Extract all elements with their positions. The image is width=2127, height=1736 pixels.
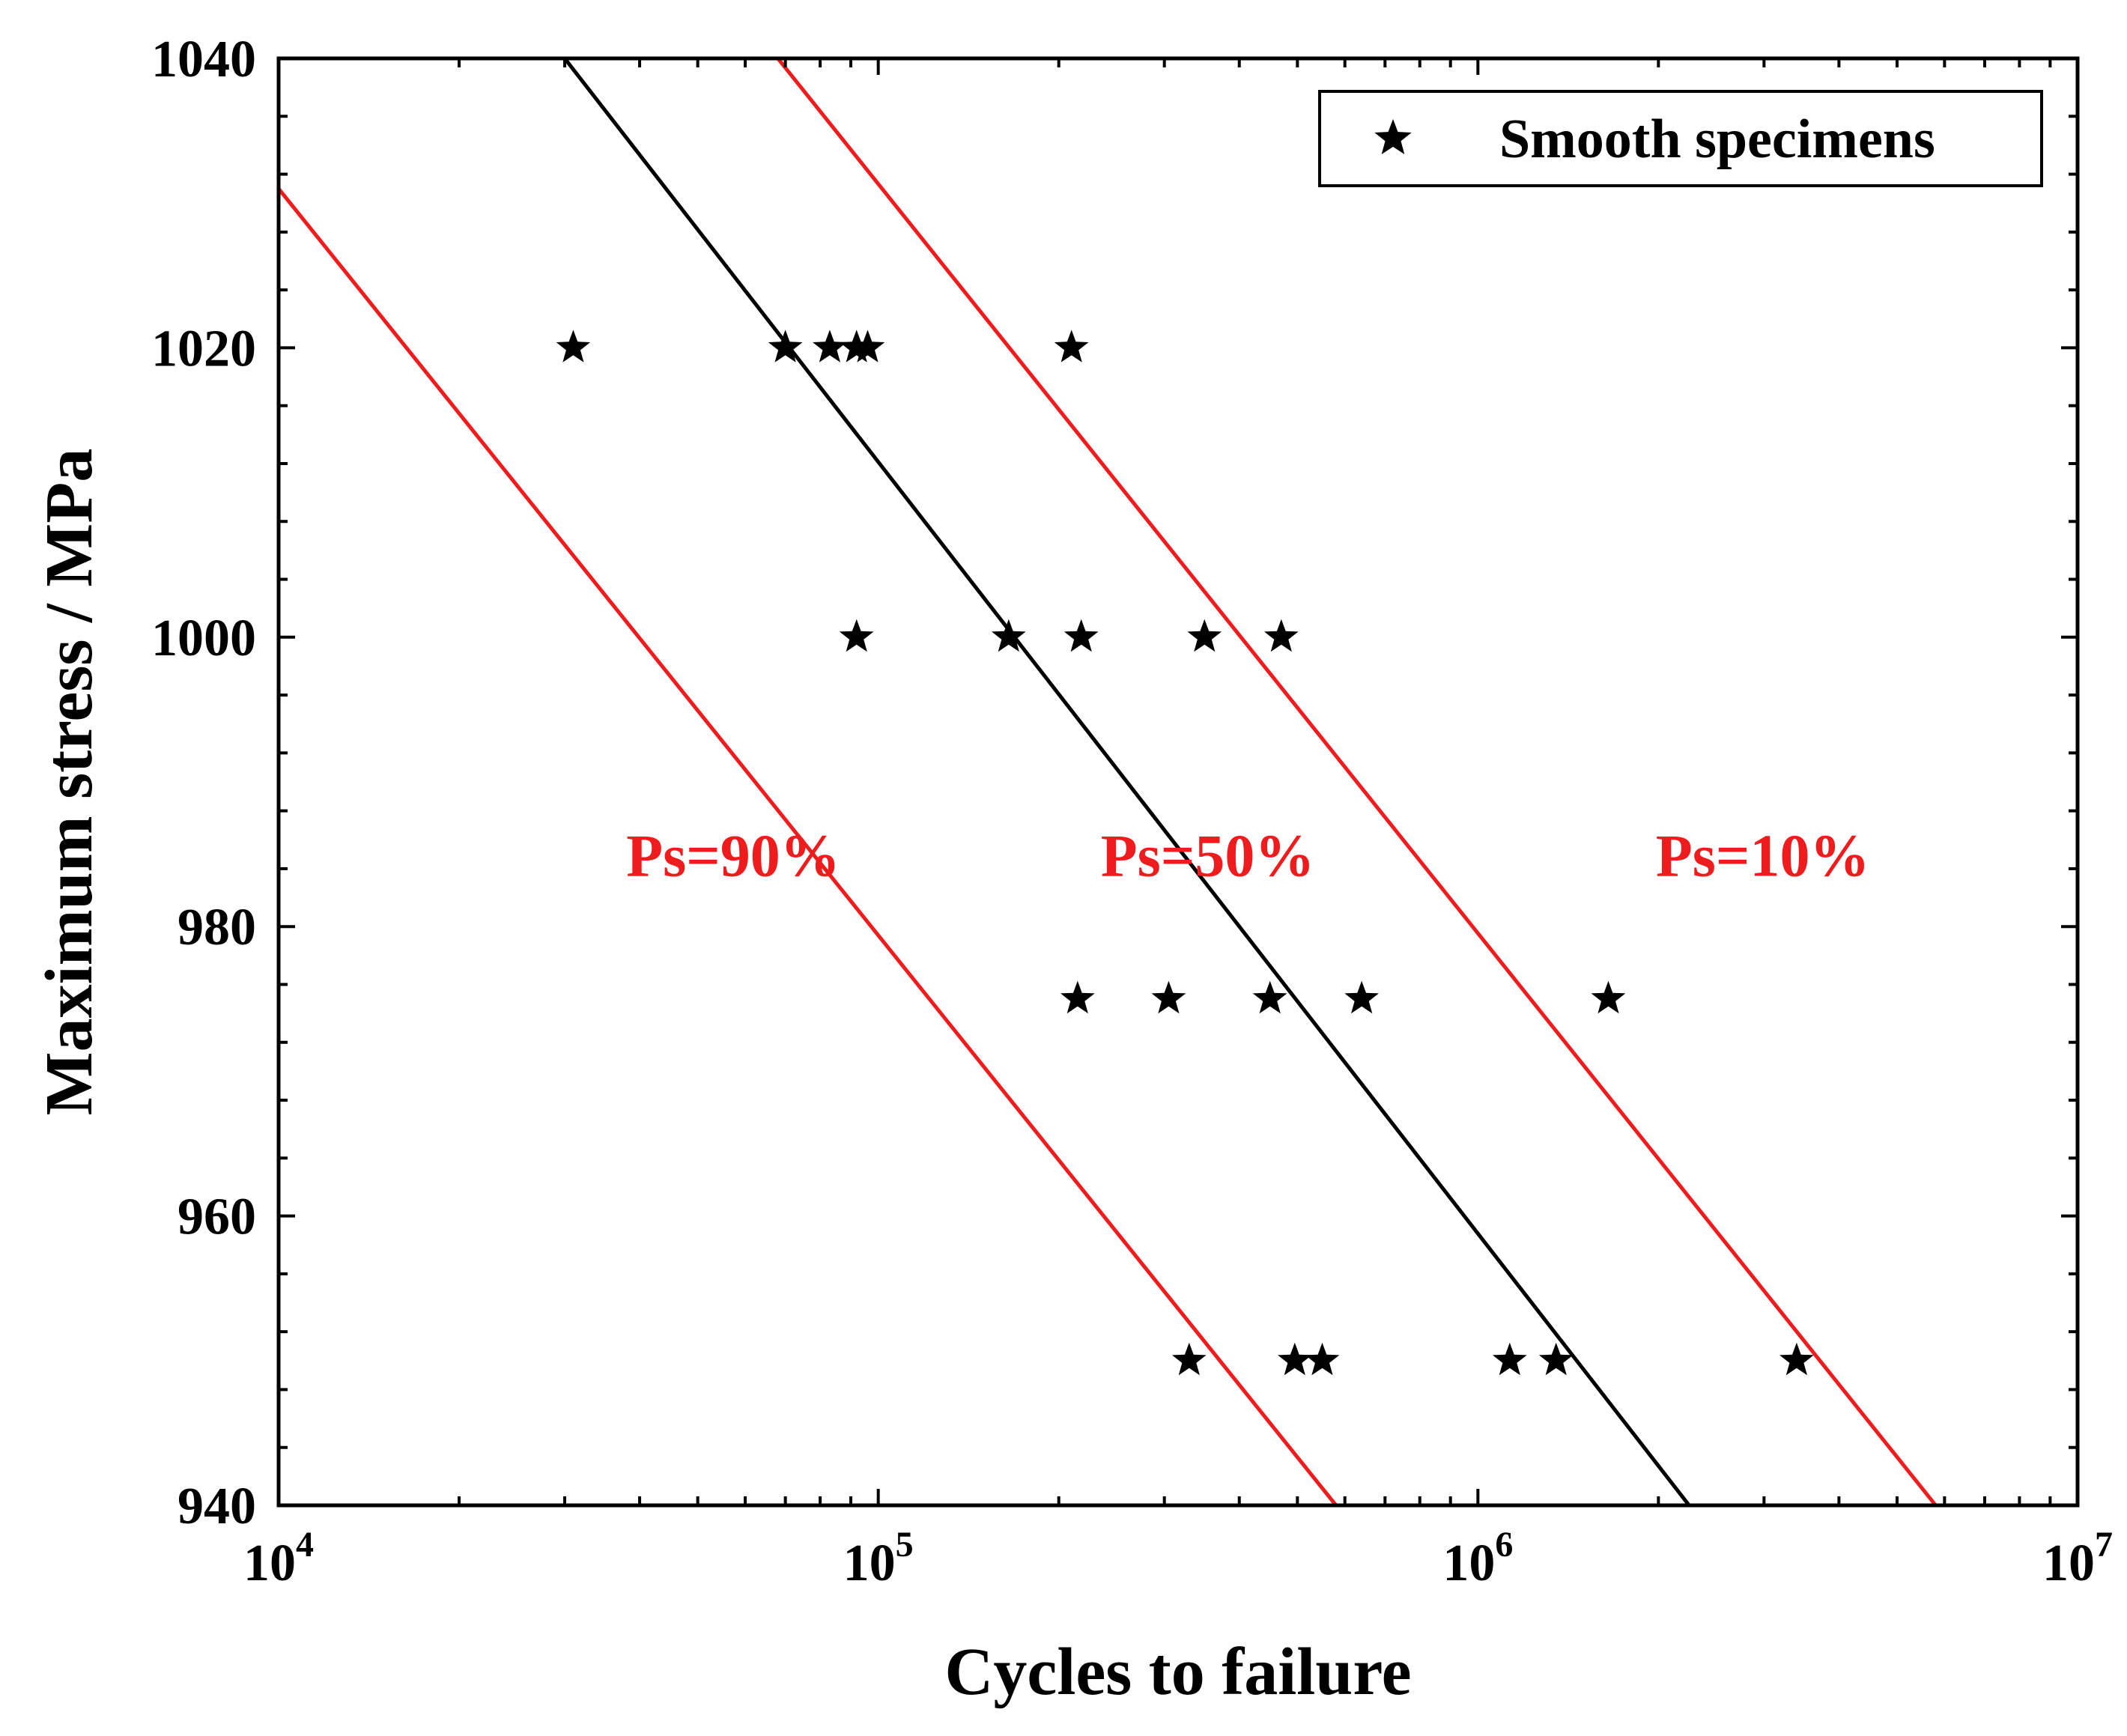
legend: Smooth specimens (1318, 90, 2043, 187)
data-point-star (839, 619, 874, 652)
y-tick-label: 960 (177, 1189, 256, 1246)
legend-label: Smooth specimens (1499, 109, 1935, 170)
data-point-star (1591, 980, 1626, 1014)
axis-ticks-group (277, 57, 2079, 1507)
plot-frame (276, 56, 2080, 1508)
data-points-group (556, 330, 1814, 1376)
data-point-star (1061, 980, 1095, 1014)
x-tick-label: 105 (843, 1525, 914, 1592)
fit-line-50-percent (563, 58, 1691, 1505)
data-point-star (1305, 1342, 1340, 1376)
data-point-star (556, 330, 591, 362)
data-point-star (1064, 619, 1099, 652)
y-tick-label: 1000 (151, 610, 256, 667)
y-tick-label: 1040 (151, 31, 256, 88)
x-tick-label: 106 (1442, 1525, 1513, 1592)
data-point-star (850, 330, 885, 362)
tick-labels-group: 940 960 980 1000 1020 1040 104 105 106 107 (151, 31, 2113, 1592)
curve-label-ps-10: Ps=10% (1656, 824, 1870, 890)
data-point-star (1779, 1342, 1814, 1376)
data-point-star (1151, 980, 1186, 1014)
curve-label-ps-50: Ps=50% (1101, 824, 1315, 890)
y-tick-label: 1020 (151, 320, 256, 377)
curve-label-ps-90: Ps=90% (626, 824, 840, 890)
data-point-star (813, 330, 847, 362)
curve-labels-group: Ps=90% Ps=50% Ps=10% (626, 824, 1869, 890)
data-point-star (1344, 980, 1379, 1014)
fit-line-90-percent (279, 187, 1338, 1505)
data-point-star (1493, 1342, 1527, 1376)
legend-box (1318, 90, 2043, 187)
fit-lines-group (279, 58, 1938, 1505)
data-point-star (1054, 330, 1089, 362)
x-tick-label: 104 (243, 1525, 314, 1592)
data-point-star (1264, 619, 1299, 652)
data-point-star (1252, 980, 1287, 1014)
x-tick-label: 107 (2042, 1525, 2113, 1592)
legend-star-marker (1374, 119, 1412, 154)
data-point-star (1172, 1342, 1207, 1376)
data-point-star (992, 619, 1026, 652)
fit-line-10-percent (776, 58, 1938, 1505)
y-axis-title: Maximum stress / MPa (32, 449, 106, 1116)
data-point-star (1538, 1342, 1574, 1376)
data-point-star (1187, 619, 1222, 652)
y-tick-label: 980 (177, 899, 256, 956)
data-point-star (768, 330, 803, 362)
data-point-star (1278, 1342, 1312, 1376)
y-tick-label: 940 (177, 1478, 256, 1535)
x-axis-title: Cycles to failure (944, 1635, 1411, 1709)
